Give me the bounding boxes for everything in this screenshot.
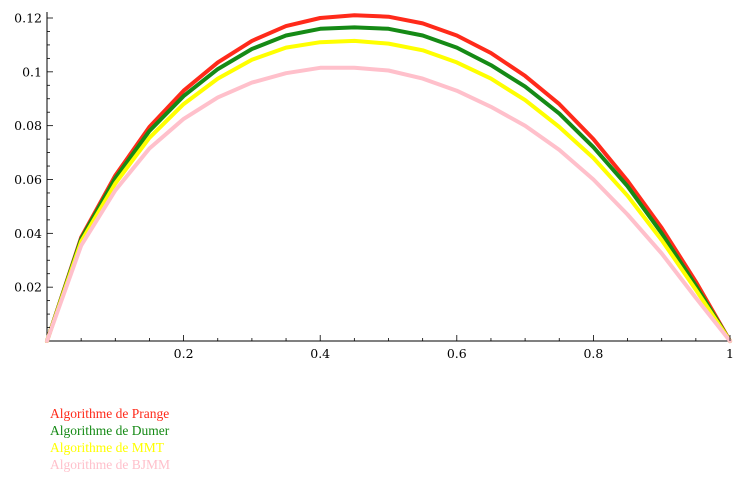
y-tick-label: 0.1: [22, 64, 42, 79]
legend-item-prange: Algorithme de Prange: [50, 406, 170, 421]
x-tick-label: 1: [726, 346, 734, 361]
y-tick-label: 0.04: [14, 226, 42, 241]
legend-item-mmt: Algorithme de MMT: [50, 440, 164, 455]
x-tick-label: 0.8: [583, 346, 603, 361]
series-layer: [45, 13, 732, 343]
series-line-algorithme-de-prange: [45, 13, 732, 343]
x-tick-label: 0.6: [447, 346, 467, 361]
axes: [46, 12, 732, 342]
series-line-algorithme-de-mmt: [45, 38, 732, 343]
legend: Algorithme de Prange Algorithme de Dumer…: [50, 405, 170, 473]
series-line-algorithme-de-bjmm: [45, 65, 732, 343]
ticks: 0.2 0.4 0.6 0.8 1 0.02 0.04 0.06 0.08 0.1 0.12: [14, 11, 734, 362]
y-tick-label: 0.12: [14, 11, 42, 26]
y-tick-label: 0.08: [14, 118, 42, 133]
y-tick-label: 0.02: [14, 280, 42, 295]
legend-item-dumer: Algorithme de Dumer: [50, 423, 170, 438]
series-line-algorithme-de-dumer: [45, 25, 732, 343]
y-tick-label: 0.06: [14, 172, 42, 187]
x-tick-label: 0.4: [310, 346, 330, 361]
x-tick-label: 0.2: [174, 346, 194, 361]
legend-item-bjmm: Algorithme de BJMM: [50, 457, 170, 472]
